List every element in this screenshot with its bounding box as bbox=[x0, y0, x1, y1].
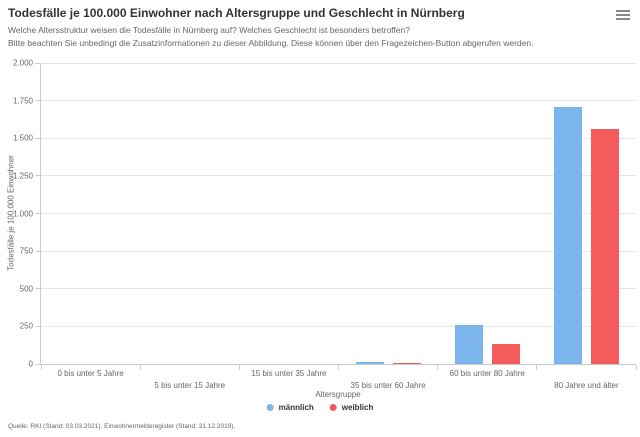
gridline bbox=[41, 137, 636, 139]
x-category-label: 60 bis unter 80 Jahre bbox=[449, 369, 525, 378]
y-tick-label: 500 bbox=[19, 284, 33, 294]
x-category-label: 5 bis unter 15 Jahre bbox=[154, 381, 226, 390]
x-axis-tick bbox=[40, 365, 42, 370]
y-axis-tick bbox=[35, 62, 40, 64]
gridline bbox=[41, 213, 636, 214]
legend: männlich weiblich bbox=[266, 403, 374, 412]
legend-marker-icon bbox=[266, 404, 274, 411]
gridline bbox=[41, 250, 636, 252]
gridline bbox=[41, 325, 636, 327]
legend-marker-icon bbox=[329, 404, 337, 411]
source-note: Quelle: RKI (Stand: 03.03.2021), Einwohn… bbox=[8, 423, 236, 430]
x-axis-tick bbox=[635, 365, 637, 370]
chart-subtitle-line1: Welche Altersstruktur weisen die Todesfä… bbox=[8, 25, 410, 35]
bar-weiblich-4[interactable] bbox=[392, 362, 421, 364]
gridline bbox=[41, 100, 636, 102]
gridline bbox=[41, 62, 636, 64]
x-category-label: 35 bis unter 60 Jahre bbox=[350, 381, 426, 390]
y-axis-tick bbox=[35, 213, 40, 214]
bar-männlich-6[interactable] bbox=[553, 106, 582, 364]
gridline bbox=[41, 175, 636, 177]
x-category-label: 15 bis unter 35 Jahre bbox=[251, 369, 327, 378]
x-axis-tick bbox=[536, 365, 538, 370]
y-tick-label: 750 bbox=[19, 246, 33, 256]
plot-area: 0 250 500 750 1.000 1.250 1.500 1.750 2.000 0 bis… bbox=[13, 59, 637, 390]
bar-weiblich-5[interactable] bbox=[491, 343, 520, 364]
y-tick-label: 1.750 bbox=[12, 96, 33, 106]
y-tick-label: 2.000 bbox=[12, 58, 33, 68]
y-axis-line bbox=[40, 63, 41, 364]
chart-subtitle-line2: Bitte beachten Sie unbedingt die Zusatzi… bbox=[8, 38, 534, 48]
gridline bbox=[41, 288, 636, 290]
y-tick-label: 250 bbox=[19, 321, 33, 331]
legend-label: weiblich bbox=[341, 403, 374, 412]
y-tick-label: 1.500 bbox=[12, 133, 33, 143]
y-axis-tick bbox=[35, 288, 40, 290]
x-axis-tick bbox=[139, 365, 141, 370]
y-tick-label: 1.250 bbox=[12, 171, 33, 181]
x-axis-tick bbox=[238, 365, 240, 370]
hamburger-icon[interactable] bbox=[613, 7, 633, 23]
y-tick-label: 1.000 bbox=[12, 209, 33, 218]
y-axis-tick bbox=[35, 100, 40, 102]
y-axis-tick bbox=[35, 175, 40, 177]
chart-title: Todesfälle je 100.000 Einwohner nach Alt… bbox=[8, 6, 465, 20]
x-axis-line bbox=[40, 364, 636, 365]
x-axis-title: Altersgruppe bbox=[315, 390, 361, 399]
x-category-label: 0 bis unter 5 Jahre bbox=[57, 369, 124, 378]
legend-label: männlich bbox=[278, 403, 314, 412]
y-axis-tick bbox=[35, 250, 40, 252]
legend-item-männlich[interactable]: männlich bbox=[266, 403, 314, 412]
legend-item-weiblich[interactable]: weiblich bbox=[329, 403, 374, 412]
y-axis-tick bbox=[35, 325, 40, 327]
bar-männlich-5[interactable] bbox=[454, 324, 483, 364]
y-axis-tick bbox=[35, 137, 40, 139]
x-category-label: 80 Jahre und älter bbox=[554, 381, 619, 390]
y-axis-tick bbox=[35, 363, 40, 365]
bar-männlich-4[interactable] bbox=[355, 361, 384, 364]
y-tick-label: 0 bbox=[28, 359, 33, 369]
bar-weiblich-6[interactable] bbox=[590, 129, 619, 364]
x-axis-tick bbox=[338, 365, 339, 370]
x-axis-tick bbox=[437, 365, 439, 370]
